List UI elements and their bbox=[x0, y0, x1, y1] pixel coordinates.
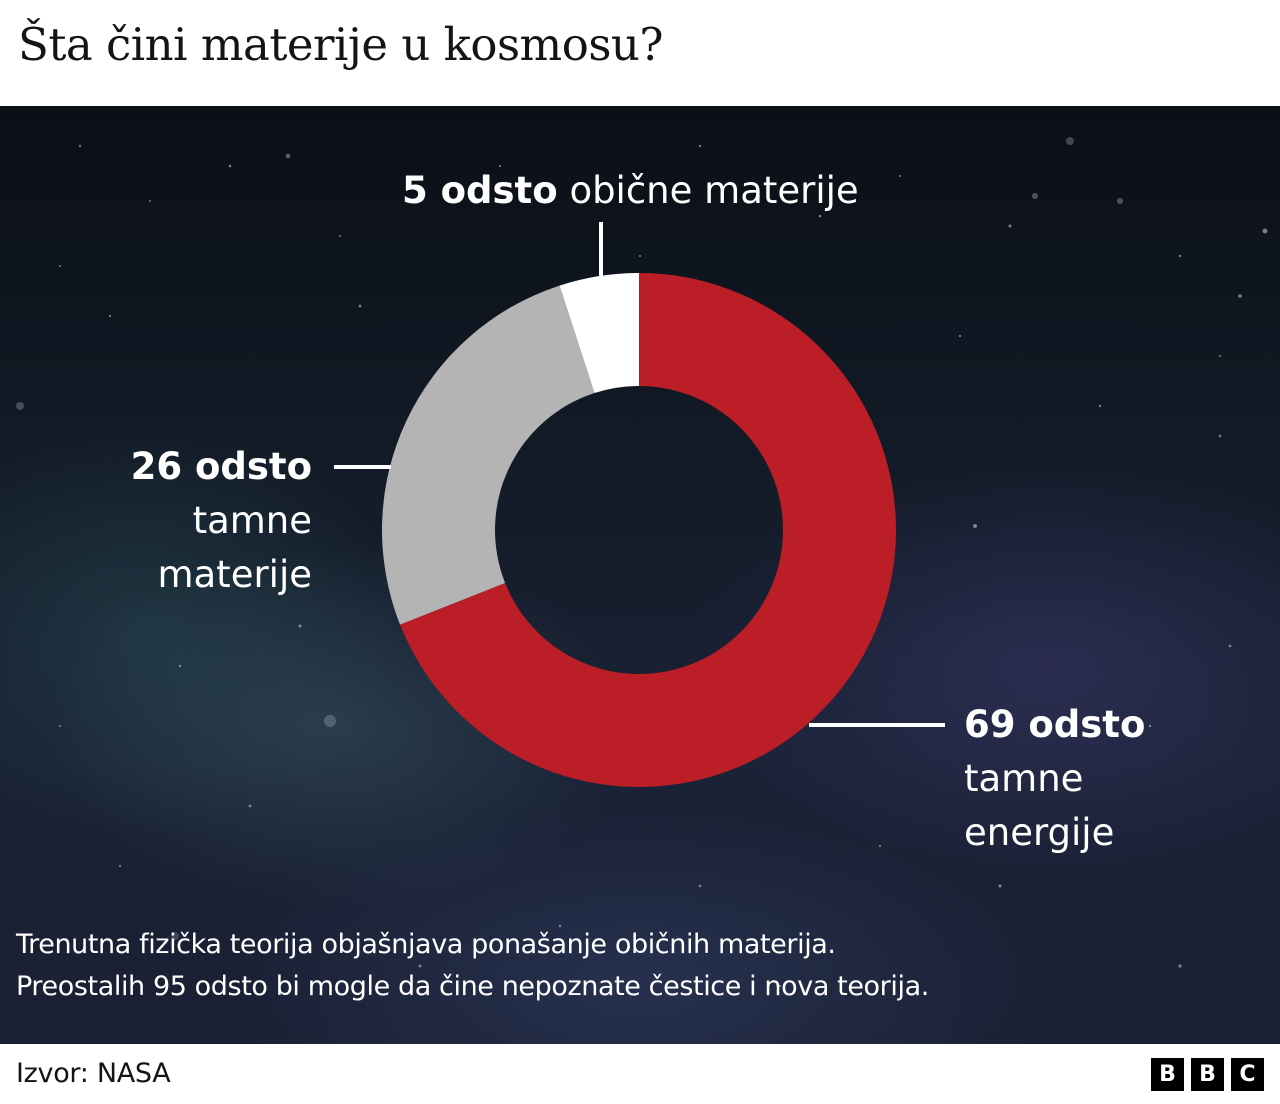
leader-line-right bbox=[809, 723, 945, 727]
donut-segment-tamne-energije bbox=[400, 273, 896, 788]
label-dark-matter: 26 odsto tamne materije bbox=[131, 440, 312, 602]
donut-chart bbox=[382, 273, 896, 788]
explanatory-note: Trenutna fizička teorija objašnjava pona… bbox=[16, 924, 929, 1008]
label-dark-matter-line2: materije bbox=[157, 553, 312, 596]
label-dark-energy-line2: energije bbox=[964, 811, 1115, 854]
space-background-panel bbox=[0, 106, 1280, 1044]
label-ordinary-matter-value: 5 odsto bbox=[402, 169, 558, 212]
label-dark-energy-line1: tamne bbox=[964, 757, 1084, 800]
leader-line-top bbox=[599, 222, 603, 280]
leader-line-left bbox=[334, 465, 391, 469]
note-line-2: Preostalih 95 odsto bi mogle da čine nep… bbox=[16, 971, 929, 1002]
label-dark-matter-line1: tamne bbox=[192, 499, 312, 542]
starfield-decoration bbox=[16, 137, 1268, 988]
donut-segment-tamne-materije bbox=[382, 285, 595, 625]
note-line-1: Trenutna fizička teorija objašnjava pona… bbox=[16, 929, 836, 960]
chart-title: Šta čini materije u kosmosu? bbox=[18, 18, 664, 71]
label-ordinary-matter: 5 odsto obične materije bbox=[402, 164, 859, 218]
bbc-logo: B B C bbox=[1151, 1058, 1264, 1091]
label-dark-energy-value: 69 odsto bbox=[964, 703, 1146, 746]
source-credit: Izvor: NASA bbox=[16, 1058, 171, 1089]
donut-segment-obične-materije bbox=[559, 273, 639, 394]
bbc-logo-block-1: B bbox=[1151, 1058, 1184, 1091]
bbc-logo-block-3: C bbox=[1231, 1058, 1264, 1091]
bbc-logo-block-2: B bbox=[1191, 1058, 1224, 1091]
label-dark-energy: 69 odsto tamne energije bbox=[964, 698, 1145, 860]
label-dark-matter-value: 26 odsto bbox=[130, 445, 312, 488]
label-ordinary-matter-text: obične materije bbox=[569, 169, 859, 212]
